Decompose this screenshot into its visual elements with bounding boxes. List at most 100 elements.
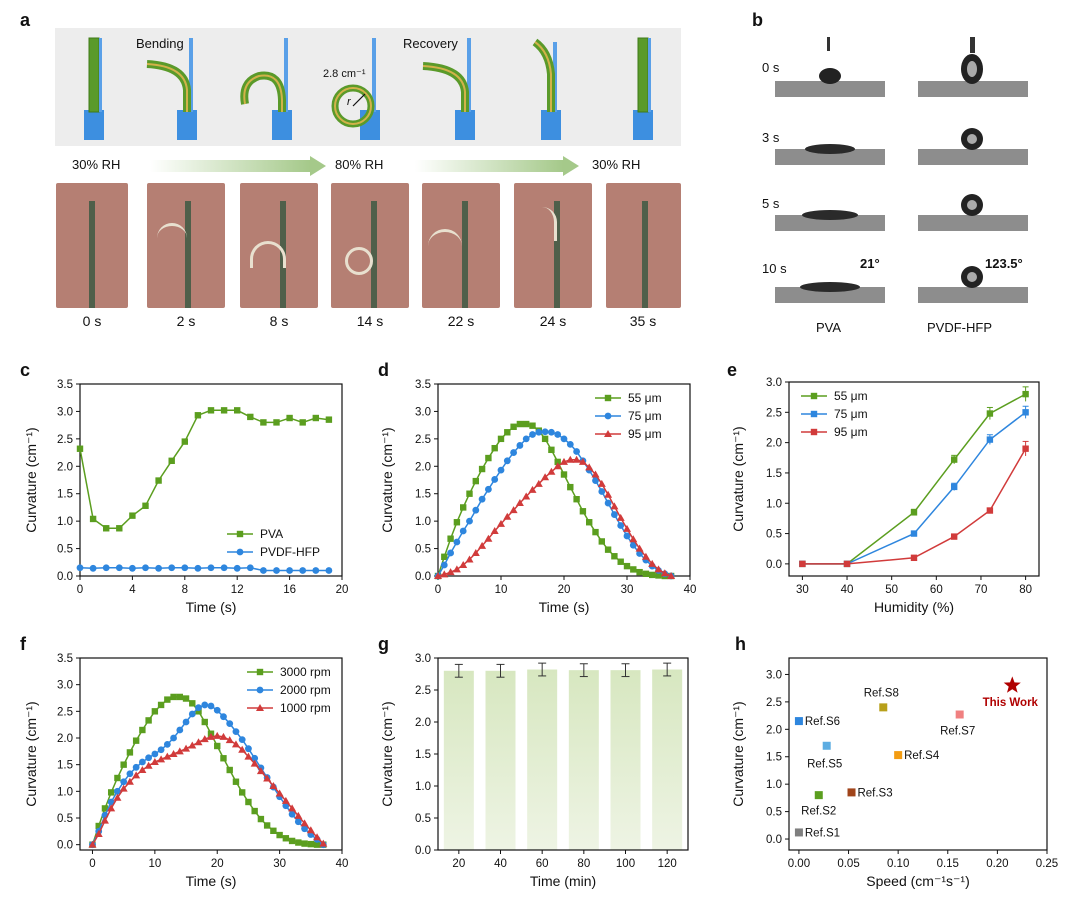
- point-label: Ref.S1: [805, 827, 840, 839]
- chart-f: 0.0 0.5 1.0 1.5 2.0 2.5 3.0 3.5 0 10 20 30 40 Time (s…: [23, 653, 348, 889]
- data-point: [459, 561, 468, 569]
- legend-label: 75 μm: [628, 409, 662, 423]
- data-point: [76, 564, 84, 572]
- legend: 55 μm 75 μm 95 μm: [801, 389, 868, 439]
- data-point: [667, 572, 676, 579]
- data-point: [163, 741, 171, 748]
- wca-images: [775, 37, 1028, 303]
- data-point: [453, 538, 461, 546]
- data-point: [164, 696, 171, 703]
- data-point: [510, 449, 517, 456]
- data-point: [566, 440, 574, 448]
- data-point: [201, 701, 209, 709]
- data-point: [485, 485, 492, 493]
- panel-letter-f: f: [20, 634, 26, 654]
- data-point: [101, 805, 109, 812]
- data-point: [142, 502, 149, 509]
- data-point: [170, 734, 177, 742]
- data-point: [325, 416, 333, 423]
- data-point: [548, 428, 555, 436]
- data-point: [635, 544, 644, 552]
- data-point: [175, 747, 184, 755]
- scatter-point-5: Ref.S5: [807, 741, 842, 770]
- panel-letter-g: g: [378, 634, 389, 654]
- data-point: [245, 745, 252, 753]
- data-point: [636, 568, 643, 576]
- y-tick-label: 1.5: [415, 489, 431, 501]
- legend-marker: [604, 394, 612, 402]
- legend-label: 2000 rpm: [280, 683, 331, 697]
- point-label: Ref.S2: [801, 806, 836, 818]
- data-point: [522, 435, 530, 443]
- y-tick-label: 0.0: [57, 571, 73, 583]
- data-point: [238, 789, 246, 796]
- x-tick-label: 0: [435, 584, 441, 596]
- y-tick-label: 2.0: [57, 461, 73, 473]
- rh-label-start: 30% RH: [72, 157, 121, 172]
- square-marker: [879, 703, 888, 712]
- x-tick-label: 20: [558, 584, 571, 596]
- scatter-point-7: Ref.S7: [940, 710, 975, 737]
- data-point: [541, 428, 549, 436]
- data-point: [623, 532, 631, 540]
- data-point: [94, 830, 103, 837]
- data-point: [207, 702, 215, 710]
- panel-letter-a: a: [20, 10, 31, 30]
- x-tick-label: 0.10: [887, 858, 909, 870]
- x-axis-label: Time (s): [539, 599, 590, 615]
- y-tick-label: 1.5: [57, 489, 73, 501]
- data-point: [503, 512, 512, 520]
- legend-label: 1000 rpm: [280, 701, 331, 715]
- data-point: [1022, 390, 1029, 398]
- data-point: [591, 470, 600, 478]
- rh-label-mid: 80% RH: [335, 157, 384, 172]
- data-point: [288, 837, 296, 845]
- photo-6: [606, 183, 681, 308]
- legend-marker: [810, 428, 818, 436]
- data-point: [566, 455, 575, 463]
- data-point: [307, 840, 315, 848]
- data-point: [312, 567, 320, 574]
- data-point: [207, 732, 215, 740]
- data-point: [231, 740, 240, 748]
- data-point: [263, 822, 271, 829]
- data-point: [247, 413, 254, 421]
- time-label-1: 2 s: [176, 313, 196, 329]
- y-tick-label: 2.0: [57, 733, 73, 745]
- data-point: [572, 455, 581, 463]
- data-point: [617, 558, 624, 565]
- data-point: [300, 819, 309, 827]
- time-label-3: 14 s: [356, 313, 384, 329]
- data-point: [132, 763, 140, 771]
- data-point: [119, 784, 128, 792]
- data-point: [986, 436, 994, 443]
- y-tick-label: 1.0: [415, 781, 431, 793]
- data-point: [910, 509, 918, 516]
- data-point: [528, 485, 537, 493]
- bar: [610, 670, 641, 850]
- wca-col-pva: PVA: [816, 320, 842, 335]
- y-tick-label: 0.5: [766, 529, 782, 541]
- data-point: [244, 752, 253, 760]
- data-point: [611, 553, 618, 560]
- data-point: [623, 524, 631, 532]
- data-point: [89, 515, 97, 523]
- series-3: [799, 440, 1029, 568]
- data-point: [129, 564, 136, 572]
- data-point: [554, 458, 561, 466]
- data-point: [214, 742, 221, 750]
- curvature-note: 2.8 cm⁻¹: [323, 68, 366, 80]
- data-point: [452, 565, 461, 573]
- data-point: [491, 476, 499, 483]
- x-tick-label: 50: [885, 584, 898, 596]
- data-point: [611, 511, 618, 518]
- data-point: [466, 490, 473, 497]
- y-axis-label: Curvature (cm⁻¹): [730, 701, 746, 806]
- x-tick-label: 80: [577, 858, 590, 870]
- y-axis-label: Curvature (cm⁻¹): [23, 427, 39, 532]
- wca-angle-pva: 21°: [860, 256, 880, 271]
- data-point: [642, 570, 650, 578]
- legend-label: 3000 rpm: [280, 665, 331, 679]
- y-tick-label: 3.0: [415, 406, 431, 418]
- data-point: [245, 798, 252, 806]
